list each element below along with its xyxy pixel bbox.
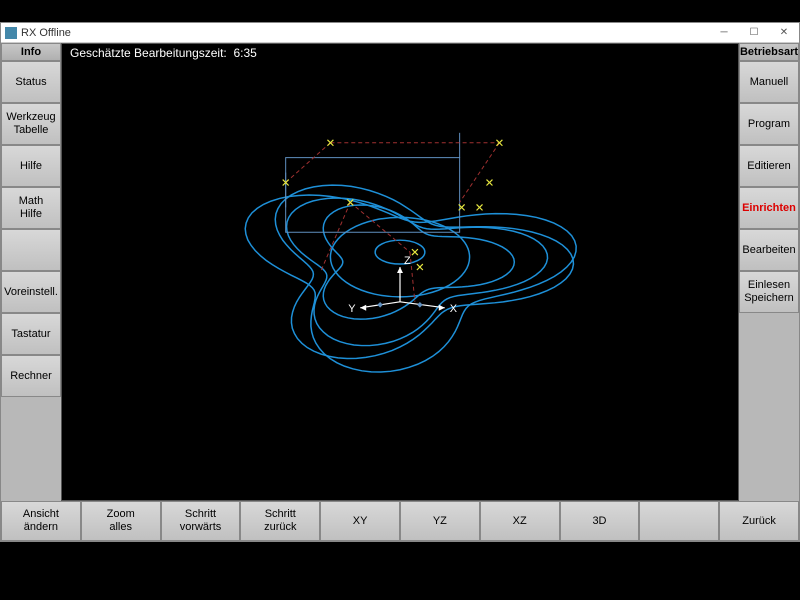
mode-manuell[interactable]: Manuell — [739, 61, 799, 103]
sidebar-item-math-hilfe[interactable]: Math Hilfe — [1, 187, 61, 229]
sidebar-item-hilfe[interactable]: Hilfe — [1, 145, 61, 187]
app-icon — [5, 27, 17, 39]
svg-text:X: X — [450, 303, 458, 315]
right-sidebar: Betriebsart Manuell Program Editieren Ei… — [739, 43, 799, 501]
app-window: RX Offline ─ ☐ ✕ Info Status Werkzeug Ta… — [0, 22, 800, 542]
sidebar-item-empty — [1, 229, 61, 271]
maximize-icon[interactable]: ☐ — [739, 24, 769, 42]
toolpath-canvas[interactable]: X Y Z — [62, 44, 738, 500]
btn-3d[interactable]: 3D — [560, 501, 640, 541]
titlebar: RX Offline ─ ☐ ✕ — [1, 23, 799, 43]
sidebar-item-voreinstell[interactable]: Voreinstell. — [1, 271, 61, 313]
viewport[interactable]: Geschätzte Bearbeitungszeit: 6:35 X Y Z — [61, 43, 739, 501]
btn-ansicht-aendern[interactable]: Ansicht ändern — [1, 501, 81, 541]
window-title: RX Offline — [21, 27, 71, 39]
svg-text:Y: Y — [348, 303, 356, 315]
btn-schritt-vorwaerts[interactable]: Schritt vorwärts — [161, 501, 241, 541]
mode-bearbeiten[interactable]: Bearbeiten — [739, 229, 799, 271]
sidebar-item-status[interactable]: Status — [1, 61, 61, 103]
mode-program[interactable]: Program — [739, 103, 799, 145]
left-header: Info — [1, 43, 61, 61]
sidebar-item-werkzeug-tabelle[interactable]: Werkzeug Tabelle — [1, 103, 61, 145]
mode-einrichten[interactable]: Einrichten — [739, 187, 799, 229]
mode-editieren[interactable]: Editieren — [739, 145, 799, 187]
status-text: Geschätzte Bearbeitungszeit: 6:35 — [70, 46, 257, 60]
minimize-icon[interactable]: ─ — [709, 24, 739, 42]
right-header: Betriebsart — [739, 43, 799, 61]
mode-einlesen-speichern[interactable]: Einlesen Speichern — [739, 271, 799, 313]
btn-xz[interactable]: XZ — [480, 501, 560, 541]
left-sidebar: Info Status Werkzeug Tabelle Hilfe Math … — [1, 43, 61, 501]
bottom-toolbar: Ansicht ändern Zoom alles Schritt vorwär… — [1, 501, 799, 541]
sidebar-item-tastatur[interactable]: Tastatur — [1, 313, 61, 355]
btn-zurueck[interactable]: Zurück — [719, 501, 799, 541]
btn-empty — [639, 501, 719, 541]
btn-zoom-alles[interactable]: Zoom alles — [81, 501, 161, 541]
svg-text:Z: Z — [404, 255, 411, 267]
close-icon[interactable]: ✕ — [769, 24, 799, 42]
btn-schritt-zurueck[interactable]: Schritt zurück — [240, 501, 320, 541]
btn-yz[interactable]: YZ — [400, 501, 480, 541]
btn-xy[interactable]: XY — [320, 501, 400, 541]
sidebar-item-rechner[interactable]: Rechner — [1, 355, 61, 397]
